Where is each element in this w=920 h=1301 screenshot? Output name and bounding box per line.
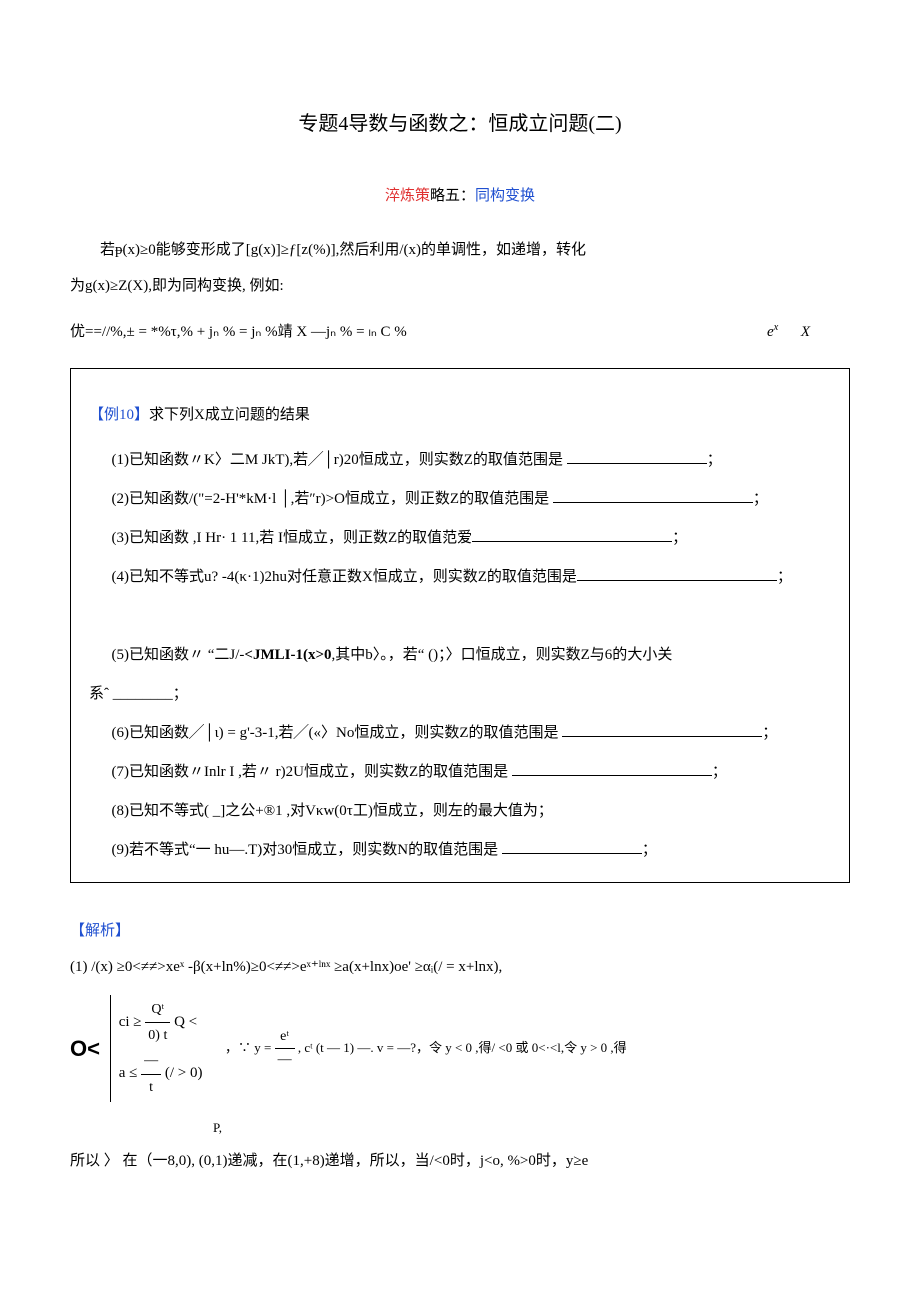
fraction-top: Qᵗ 0) t — [145, 997, 170, 1048]
example-item-5-line2: 系ˆ ________； — [89, 675, 831, 714]
frac-top-num: Qᵗ — [145, 997, 170, 1023]
brace-row-bottom: a ≤ — t (/ > 0) — [119, 1048, 203, 1099]
example-label: 【例10】 — [89, 407, 149, 423]
document-page: 专题4导数与函数之：恒成立问题(二) 淬炼策略五：同构变换 若ᵽ(x)≥0能够变… — [0, 0, 920, 1239]
formula-e: e — [767, 324, 774, 340]
solution-line-3: 所以 〉 在（一8,0), (0,1)递减，在(1,+8)递增，所以，当/<0时… — [70, 1143, 850, 1179]
item-1-tail: ； — [707, 452, 722, 468]
solution-line-1: (1) /(x) ≥0<≠≠>xeˣ -β(x+ln%)≥0<≠≠>eˣ⁺ˡⁿˣ… — [70, 949, 850, 985]
example-item-7: (7)已知函数〃Inlr I ,若〃 r)2U恒成立，则实数Z的取值范围是 ； — [89, 753, 831, 792]
fraction-bottom: — t — [141, 1048, 161, 1099]
brace-row-top: ci ≥ Qᵗ 0) t Q < — [119, 997, 203, 1048]
item-2-tail: ； — [753, 491, 768, 507]
item-6-tail: ； — [762, 725, 777, 741]
item-5-bold: <JMLI-1(x>0 — [244, 647, 331, 663]
frac-top-den: 0) t — [145, 1023, 170, 1048]
intro-paragraph-2: 为g(x)≥Z(X),即为同构变换, 例如: — [70, 268, 850, 304]
subtitle-blue: 同构变换 — [475, 188, 535, 204]
page-title: 专题4导数与函数之：恒成立问题(二) — [70, 100, 850, 148]
subtitle-black: 略五： — [430, 188, 475, 204]
solution-brace-block: O< ci ≥ Qᵗ 0) t Q < a ≤ — t (/ — [70, 995, 850, 1102]
brace-top-post: Q < — [174, 1014, 197, 1030]
analysis-section: 【解析】 (1) /(x) ≥0<≠≠>xeˣ -β(x+ln%)≥0<≠≠>e… — [70, 913, 850, 1179]
example-item-2: (2)已知函数/("=2-H'*kM·l │,若″r)>O恒成立，则正数Z的取值… — [89, 480, 831, 519]
item-9-tail: ； — [642, 842, 657, 858]
example-title-text: 求下列X成立问题的结果 — [149, 407, 310, 423]
frac-mid-num: eᵗ — [275, 1026, 295, 1049]
example-item-8: (8)已知不等式( _]之公+®1 ,对Vκw(0τ工)恒成立，则左的最大值为； — [89, 792, 831, 831]
frac-bot-den: t — [141, 1075, 161, 1100]
item-2-text: (2)已知函数/("=2-H'*kM·l │,若″r)>O恒成立，则正数Z的取值… — [112, 491, 553, 507]
fraction-mid: eᵗ — — [275, 1026, 295, 1072]
mid-text: ，∵ y = — [225, 1040, 275, 1055]
blank-2 — [553, 489, 753, 504]
brace: ci ≥ Qᵗ 0) t Q < a ≤ — t (/ > 0) — [110, 995, 203, 1102]
example-title: 【例10】求下列X成立问题的结果 — [89, 396, 831, 435]
big-zero: O< — [70, 1036, 100, 1061]
blank-6 — [562, 723, 762, 738]
item-9-text: (9)若不等式“一 hu—.T)对30恒成立，则实数N的取值范围是 — [112, 842, 502, 858]
blank-9 — [502, 840, 642, 855]
mid-segment: ，∵ y = eᵗ — , cᵗ (t — 1) —. v = —?，令 y <… — [225, 1040, 627, 1055]
item-1-text: (1)已知函数〃K〉二M JkT),若╱│r)20恒成立，则实数Z的取值范围是 — [112, 452, 567, 468]
brace-top-pre: ci ≥ — [119, 1014, 146, 1030]
item-6-text: (6)已知函数╱│ι) = g'-3-1,若╱(«〉No恒成立，则实数Z的取值范… — [112, 725, 563, 741]
example-item-1: (1)已知函数〃K〉二M JkT),若╱│r)20恒成立，则实数Z的取值范围是 … — [89, 441, 831, 480]
formula-line: 优==//%,± = *%τ,% + jₙ % = jₙ %靖 X —jₙ % … — [70, 314, 850, 350]
formula-e-sup: x — [774, 322, 779, 333]
brace-bot-pre: a ≤ — [119, 1066, 141, 1082]
blank-3 — [472, 528, 672, 543]
brace-bot-post: (/ > 0) — [165, 1066, 203, 1082]
example-box: 【例10】求下列X成立问题的结果 (1)已知函数〃K〉二M JkT),若╱│r)… — [70, 368, 850, 883]
subtitle-red: 淬炼策 — [385, 188, 430, 204]
item-5-text-b: ,其中b〉。，若“ ()；〉口恒成立，则实数Z与6的大小关 — [332, 647, 673, 663]
example-item-6: (6)已知函数╱│ι) = g'-3-1,若╱(«〉No恒成立，则实数Z的取值范… — [89, 714, 831, 753]
formula-right: ex X — [767, 314, 810, 350]
blank-1 — [567, 450, 707, 465]
example-item-9: (9)若不等式“一 hu—.T)对30恒成立，则实数N的取值范围是 ； — [89, 831, 831, 870]
p-line: P, — [70, 1112, 850, 1143]
mid-text-2: —. v = —?，令 y < 0 ,得/ <0 或 0<·<l,令 y > 0… — [357, 1040, 626, 1055]
example-item-5: (5)已知函数〃 “二J/-<JMLI-1(x>0,其中b〉。，若“ ()；〉口… — [89, 636, 831, 675]
intro-paragraph-1: 若ᵽ(x)≥0能够变形成了[g(x)]≥ƒ[z(%)],然后利用/(x)的单调性… — [70, 232, 850, 268]
frac-bot-num: — — [141, 1048, 161, 1074]
item-5-text-a: (5)已知函数〃 “二J/- — [112, 647, 245, 663]
formula-main: 优==//%,± = *%τ,% + jₙ % = jₙ %靖 X —jₙ % … — [70, 324, 407, 340]
item-4-text: (4)已知不等式u? -4(κ·1)2hu对任意正数X恒成立，则实数Z的取值范围… — [112, 569, 577, 585]
blank-4 — [577, 567, 777, 582]
item-3-tail: ； — [672, 530, 687, 546]
item-3-text: (3)已知函数 ,I Hr· 1 11,若 I恒成立，则正数Z的取值范爱 — [112, 530, 473, 546]
blank-7 — [512, 762, 712, 777]
item-4-tail: ； — [777, 569, 792, 585]
example-item-4: (4)已知不等式u? -4(κ·1)2hu对任意正数X恒成立，则实数Z的取值范围… — [89, 558, 831, 597]
subtitle: 淬炼策略五：同构变换 — [70, 178, 850, 214]
item-7-text: (7)已知函数〃Inlr I ,若〃 r)2U恒成立，则实数Z的取值范围是 — [112, 764, 512, 780]
item-7-tail: ； — [712, 764, 727, 780]
example-item-3: (3)已知函数 ,I Hr· 1 11,若 I恒成立，则正数Z的取值范爱 ； — [89, 519, 831, 558]
analysis-label: 【解析】 — [70, 913, 850, 949]
frac-mid-post: , cᵗ (t — 1) — [298, 1040, 354, 1055]
formula-x: X — [801, 324, 810, 340]
